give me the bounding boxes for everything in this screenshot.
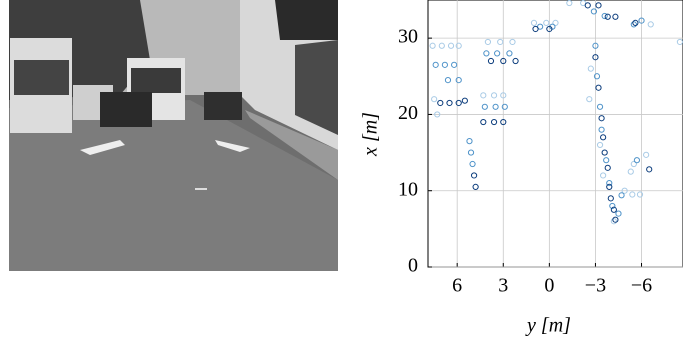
scatter-point (597, 104, 602, 109)
scatter-point (438, 100, 443, 105)
scatter-point (630, 192, 635, 197)
scatter-point (485, 39, 490, 44)
scatter-point (588, 66, 593, 71)
scatter-point (602, 150, 607, 155)
scatter-point (599, 116, 604, 121)
scatter-point (462, 98, 467, 103)
scatter-point (607, 184, 612, 189)
scatter-point (488, 58, 493, 63)
x-tick-label: −6 (631, 275, 652, 297)
x-tick-label: 6 (452, 275, 462, 297)
scatter-point (533, 26, 538, 31)
scatter-point (498, 39, 503, 44)
x-tick-label: 0 (544, 275, 554, 297)
x-tick-label: −3 (585, 275, 606, 297)
scatter-point (628, 169, 633, 174)
scatter-point (608, 196, 613, 201)
scatter-point (597, 142, 602, 147)
y-tick-label: 0 (408, 255, 418, 277)
scatter-point (482, 104, 487, 109)
scatter-point (468, 150, 473, 155)
scatter-point (599, 127, 604, 132)
scatter-point (452, 62, 457, 67)
scatter-point (448, 43, 453, 48)
camera-image (9, 0, 338, 271)
scatter-point (470, 161, 475, 166)
scatter-point (567, 0, 572, 5)
scatter-point (491, 119, 496, 124)
y-tick-label: 30 (398, 26, 418, 48)
scatter-point (619, 193, 624, 198)
plot-frame (428, 0, 683, 267)
scatter-point (481, 119, 486, 124)
scatter-point (647, 167, 652, 172)
scatter-point (439, 43, 444, 48)
scatter-point (471, 173, 476, 178)
y-tick-label: 20 (398, 102, 418, 124)
y-tick-label: 10 (398, 178, 418, 200)
scatter-point (495, 51, 500, 56)
scatter-point (601, 173, 606, 178)
scatter-point (513, 58, 518, 63)
scatter-point (585, 3, 590, 8)
scatter-point (648, 22, 653, 27)
scatter-point (601, 135, 606, 140)
x-tick-label: 3 (498, 275, 508, 297)
scatter-point (644, 152, 649, 157)
scatter-point (484, 51, 489, 56)
scatter-point (613, 14, 618, 19)
scatter-point (544, 20, 549, 25)
scatter-point (432, 97, 437, 102)
scatter-point (634, 158, 639, 163)
scatter-point (433, 62, 438, 67)
scatter-point (445, 78, 450, 83)
scatter-point (442, 62, 447, 67)
scatter-point (605, 14, 610, 19)
scatter-point (430, 43, 435, 48)
scatter-point (531, 20, 536, 25)
x-axis-label: y [m] (525, 315, 571, 337)
scatter-point (587, 97, 592, 102)
scatter-point (605, 165, 610, 170)
scatter-point (481, 93, 486, 98)
scatter-point (467, 139, 472, 144)
scatter-point (507, 51, 512, 56)
scatter-point (491, 93, 496, 98)
scatter-point (493, 104, 498, 109)
scatter-point (616, 211, 621, 216)
scatter-point (447, 100, 452, 105)
figure: y [m] x [m] 630−3−60102030 (0, 0, 683, 339)
scatter-point (473, 184, 478, 189)
scatter-point (596, 3, 601, 8)
scatter-point (596, 85, 601, 90)
scatter-point (510, 39, 515, 44)
y-axis-label: x [m] (360, 112, 382, 157)
scatter-point (604, 158, 609, 163)
scatter-point (677, 39, 682, 44)
